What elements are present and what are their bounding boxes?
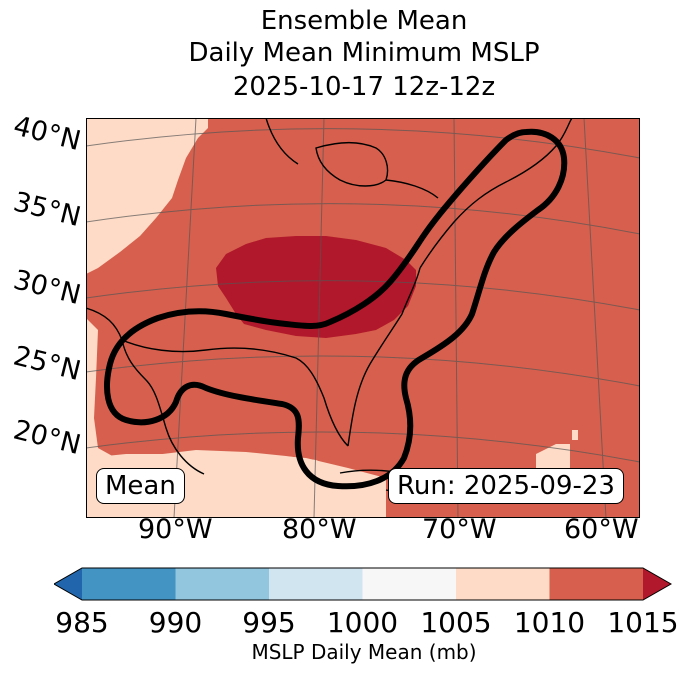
colorbar-bin-1010-1015 xyxy=(549,568,643,600)
map-panel xyxy=(86,118,640,518)
mean-badge: Mean xyxy=(96,468,185,504)
colorbar-bin-1000-1005 xyxy=(362,568,456,600)
title-line-3: 2025-10-17 12z-12z xyxy=(232,72,496,102)
lon-label-70: 70°W xyxy=(422,514,497,545)
colorbar-tick-1010: 1010 xyxy=(513,606,586,639)
colorbar-extend-high xyxy=(643,568,671,600)
pressure-field-above-1015 xyxy=(216,236,416,338)
colorbar-bin-1005-1010 xyxy=(456,568,550,600)
lon-label-80: 80°W xyxy=(282,514,357,545)
colorbar-bin-985-990 xyxy=(82,568,176,600)
lat-label-30: 30°N xyxy=(10,264,84,312)
colorbar-tick-1005: 1005 xyxy=(420,606,492,639)
colorbar-tick-985: 985 xyxy=(55,606,109,639)
title-line-2: Daily Mean Minimum MSLP xyxy=(188,38,540,68)
colorbar-tick-1000: 1000 xyxy=(326,606,399,639)
lon-label-60: 60°W xyxy=(564,514,639,545)
colorbar-tick-990: 990 xyxy=(148,606,203,639)
pressure-field-speck xyxy=(572,430,578,440)
colorbar-extend-low xyxy=(54,568,82,600)
lat-label-20: 20°N xyxy=(10,414,84,462)
colorbar-bin-995-1000 xyxy=(269,568,363,600)
colorbar-tick-995: 995 xyxy=(242,606,296,639)
lat-label-25: 25°N xyxy=(10,340,84,388)
run-badge: Run: 2025-09-23 xyxy=(388,468,624,504)
title-line-1: Ensemble Mean xyxy=(260,6,468,36)
lon-label-90: 90°W xyxy=(138,514,213,545)
colorbar-tick-1015: 1015 xyxy=(607,606,679,639)
pressure-field-1005-1010-northwest xyxy=(86,118,208,274)
colorbar-bin-990-995 xyxy=(175,568,269,600)
colorbar-label: MSLP Daily Mean (mb) xyxy=(251,640,477,664)
lat-label-40: 40°N xyxy=(10,110,84,158)
colorbar xyxy=(54,567,672,601)
ensemble-contour xyxy=(104,128,568,490)
lat-label-35: 35°N xyxy=(10,186,84,234)
